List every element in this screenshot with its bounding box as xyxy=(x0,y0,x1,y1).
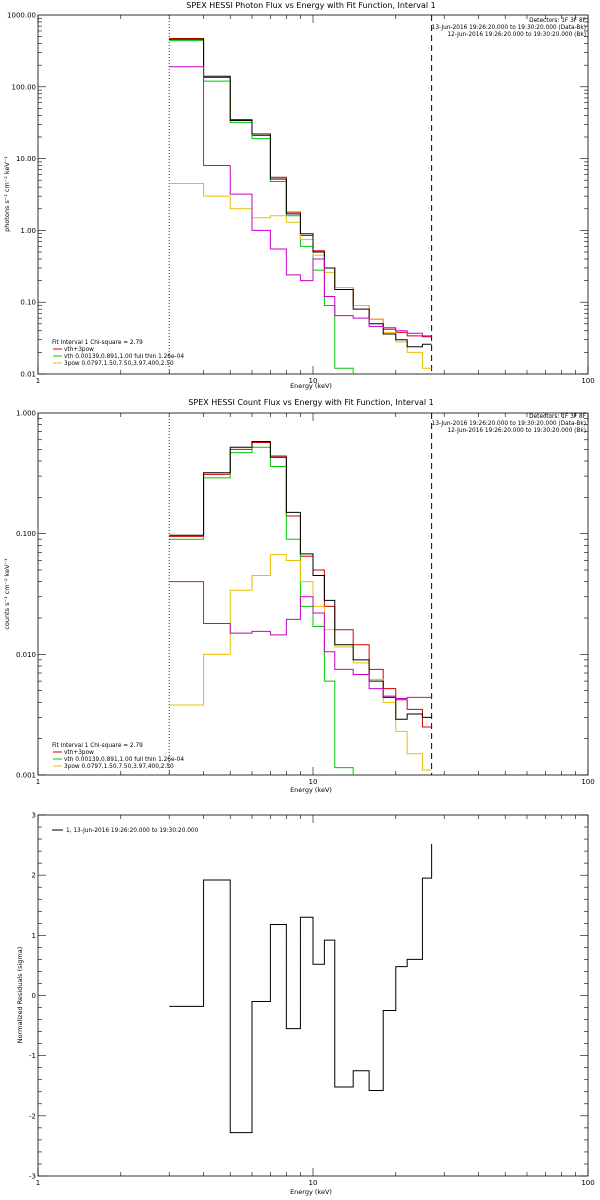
y-tick-label: 0.001 xyxy=(16,772,36,780)
x-axis-label: Energy (keV) xyxy=(290,382,332,390)
y-axis-label: Normalized Residuals (sigma) xyxy=(16,947,24,1044)
y-tick-label: 0.10 xyxy=(20,299,36,307)
y-tick-label: 0.010 xyxy=(16,651,36,659)
y-tick-label: 0.100 xyxy=(16,530,36,538)
series-line-5 xyxy=(169,581,432,700)
chart-title: SPEX HESSI Count Flux vs Energy with Fit… xyxy=(188,398,433,407)
y-tick-label: -1 xyxy=(29,1052,36,1060)
series-line-2 xyxy=(169,40,354,374)
y-tick-label: 3 xyxy=(32,812,36,820)
series-line-5 xyxy=(169,66,432,337)
chart-title: SPEX HESSI Photon Flux vs Energy with Fi… xyxy=(186,1,436,10)
y-tick-label: 1.000 xyxy=(16,410,36,418)
x-tick-label: 1 xyxy=(36,778,40,786)
y-tick-label: 2 xyxy=(32,872,36,880)
legend-label-vth: vth 0.00139,0.891,1.00 full thin 1.26e-0… xyxy=(64,757,184,763)
fit-info-label: Fit Interval 1 Chi-square = 2.79 xyxy=(52,340,143,346)
x-tick-label: 100 xyxy=(581,778,594,786)
x-tick-label: 10 xyxy=(309,377,318,385)
y-tick-label: 1 xyxy=(32,932,36,940)
y-tick-label: -2 xyxy=(29,1112,36,1120)
plot-frame xyxy=(37,814,589,1177)
series-line-1 xyxy=(169,38,432,338)
series-line-4 xyxy=(169,441,432,720)
legend-label-vth: vth 0.00139,0.891,1.00 full thin 1.26e-0… xyxy=(64,354,184,360)
series-line-1 xyxy=(169,843,433,1134)
x-axis-label: Energy (keV) xyxy=(290,1188,332,1196)
plot-2: 1 10 100 0.001 0.010 0.100 1.000 xyxy=(16,410,595,787)
y-tick-label: 0 xyxy=(32,992,36,1000)
legend-label-residuals: 1, 13-Jun-2016 19:26:20.000 to 19:30:20.… xyxy=(66,828,199,834)
photon-flux-panel: SPEX HESSI Photon Flux vs Energy with Fi… xyxy=(3,1,586,390)
data-interval-label: 13-Jun-2016 19:26:20.000 to 19:30:20.000… xyxy=(432,421,586,427)
data-interval-label: 13-Jun-2016 19:26:20.000 to 19:30:20.000… xyxy=(432,25,586,31)
x-tick-label: 100 xyxy=(581,377,594,385)
count-flux-panel: SPEX HESSI Count Flux vs Energy with Fit… xyxy=(3,398,586,794)
y-tick-label: 1.00 xyxy=(20,227,36,235)
background-interval-label: 12-Jun-2016 19:26:20.000 to 19:30:20.000… xyxy=(447,32,586,38)
series-line-4 xyxy=(169,38,432,348)
x-tick-label: 10 xyxy=(309,778,318,786)
residuals-panel: Energy (keV) Normalized Residuals (sigma… xyxy=(16,828,332,1196)
x-tick-label: 10 xyxy=(309,1179,318,1187)
plot-3: 1 10 100 -3 -2 -1 0 1 2 3 xyxy=(29,812,595,1188)
y-tick-label: -3 xyxy=(29,1173,36,1181)
background-interval-label: 12-Jun-2016 19:26:20.000 to 19:30:20.000… xyxy=(447,428,586,434)
x-tick-label: 1 xyxy=(36,1179,40,1187)
plot-frame xyxy=(37,14,589,375)
y-tick-label: 1000.00 xyxy=(7,12,36,20)
legend-label-vth-3pow: vth+3pow xyxy=(64,750,94,756)
detectors-label: Detectors: 1F 3F 8F xyxy=(529,414,586,420)
y-axis-label: photons s⁻¹ cm⁻² keV⁻¹ xyxy=(3,156,11,232)
legend-label-3pow: 3pow 0.0797,1.50,7.50,3.97,400,2.50 xyxy=(64,764,174,770)
x-axis-label: Energy (keV) xyxy=(290,786,332,794)
x-tick-label: 100 xyxy=(581,1179,594,1187)
y-tick-label: 100.00 xyxy=(12,83,37,91)
y-axis-label: counts s⁻¹ cm⁻² keV⁻¹ xyxy=(3,558,11,630)
legend-label-vth-3pow: vth+3pow xyxy=(64,347,94,353)
y-tick-label: 0.01 xyxy=(20,371,36,379)
legend-label-3pow: 3pow 0.0797,1.50,7.50,3.97,400,2.50 xyxy=(64,361,174,367)
detectors-label: Detectors: 1F 3F 8F xyxy=(529,18,586,24)
plot-1: 1 10 100 0.01 0.10 1.00 10.00 100.00 1000.00 xyxy=(7,12,595,386)
x-tick-label: 1 xyxy=(36,377,40,385)
fit-info-label: Fit Interval 1 Chi-square = 2.79 xyxy=(52,743,143,749)
y-tick-label: 10.00 xyxy=(16,155,36,163)
